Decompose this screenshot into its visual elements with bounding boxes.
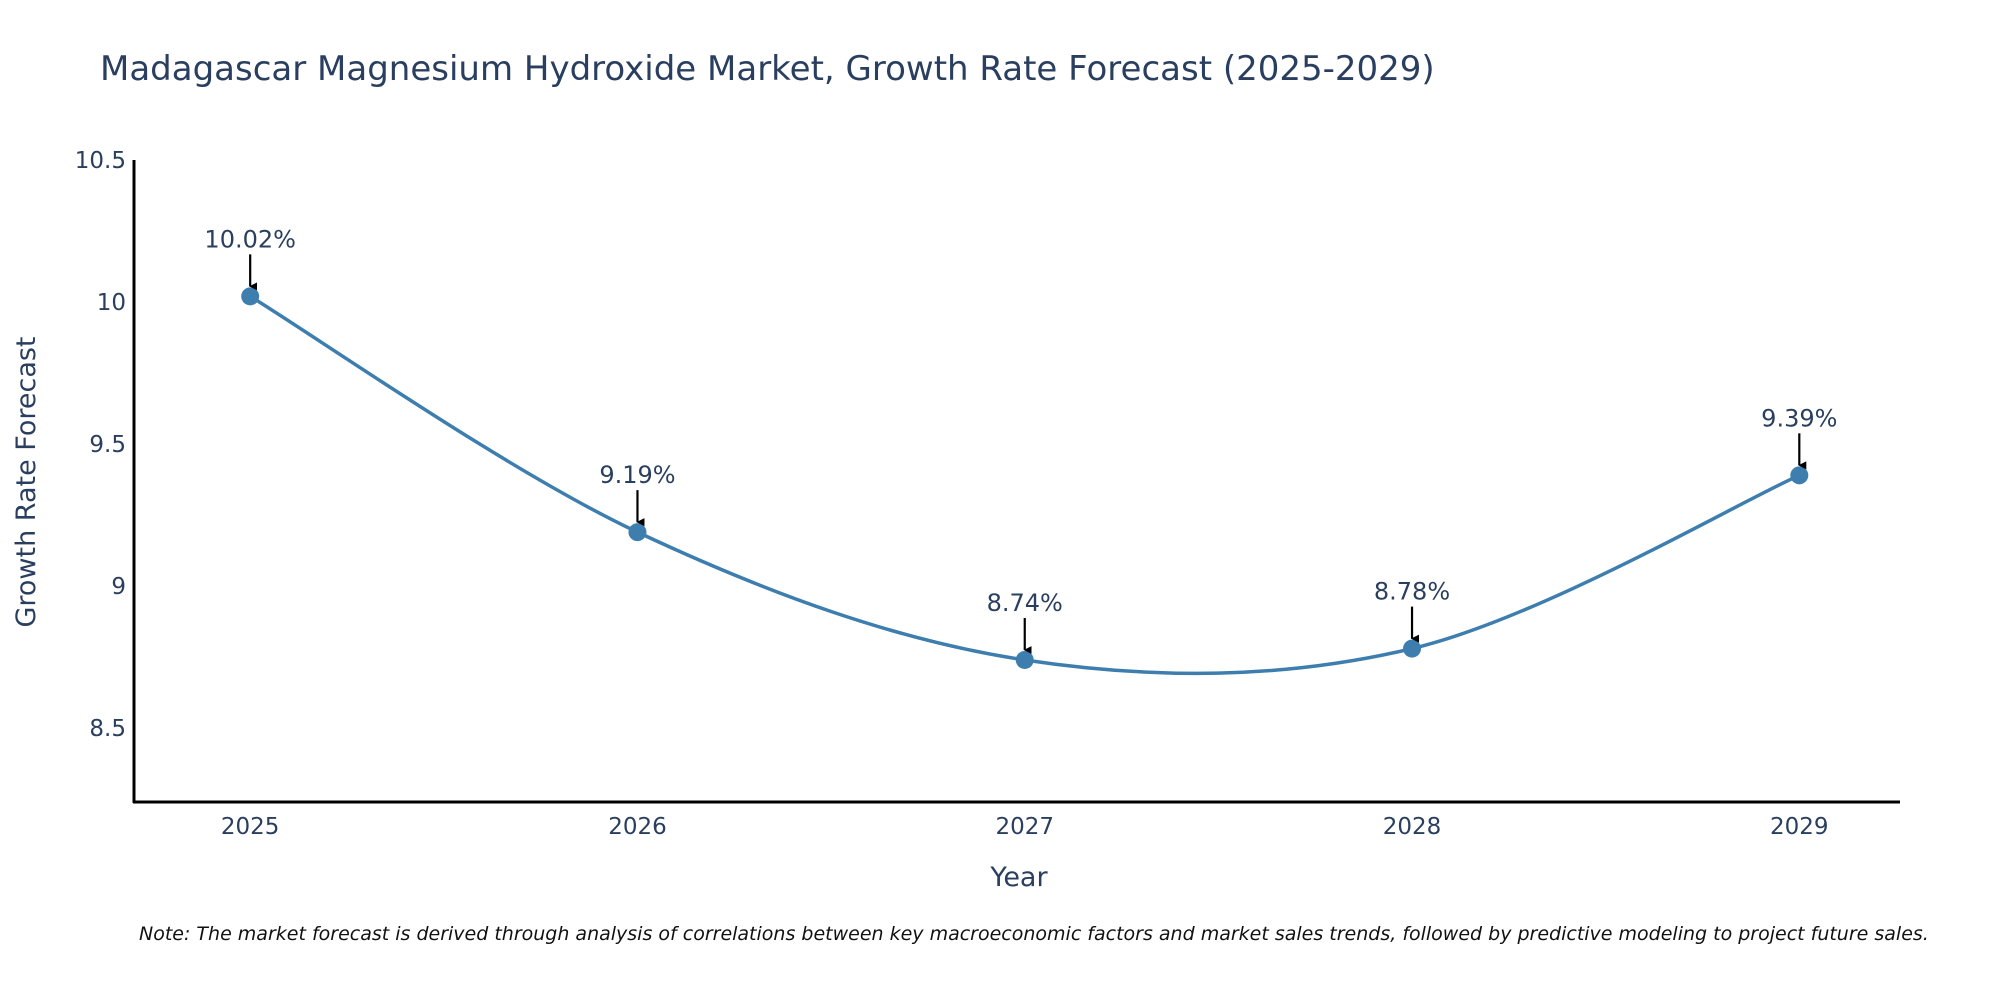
x-tick-label: 2028	[1383, 814, 1442, 840]
data-point	[1403, 639, 1422, 658]
series-markers	[241, 287, 1809, 669]
x-tick-label: 2026	[608, 814, 667, 840]
y-tick-label: 10.5	[75, 148, 126, 174]
data-label: 9.39%	[1761, 404, 1837, 432]
x-axis-title: Year	[989, 862, 1048, 893]
data-annotations: 10.02% 9.19% 8.74% 8.78% 9.39%	[204, 225, 1837, 654]
data-label: 8.78%	[1374, 578, 1450, 606]
data-point	[241, 287, 260, 306]
x-tick-label: 2025	[221, 814, 280, 840]
data-label: 9.19%	[599, 461, 675, 489]
x-tick-label: 2027	[995, 814, 1054, 840]
chart-title: Madagascar Magnesium Hydroxide Market, G…	[100, 49, 1435, 89]
data-point	[628, 523, 647, 542]
forecast-note: Note: The market forecast is derived thr…	[139, 923, 1929, 945]
y-tick-label: 10	[97, 290, 126, 316]
y-axis-ticks: 8.5 9 9.5 10 10.5	[75, 148, 126, 742]
y-tick-label: 8.5	[89, 716, 126, 742]
x-tick-label: 2029	[1770, 814, 1829, 840]
x-axis-ticks: 2025 2026 2027 2028 2029	[221, 814, 1829, 840]
data-point	[1015, 650, 1034, 669]
y-axis-title: Growth Rate Forecast	[11, 336, 42, 627]
data-label: 10.02%	[204, 225, 296, 253]
data-point	[1790, 466, 1809, 485]
y-tick-label: 9	[111, 574, 126, 600]
y-tick-label: 9.5	[89, 432, 126, 458]
data-label: 8.74%	[987, 589, 1063, 617]
